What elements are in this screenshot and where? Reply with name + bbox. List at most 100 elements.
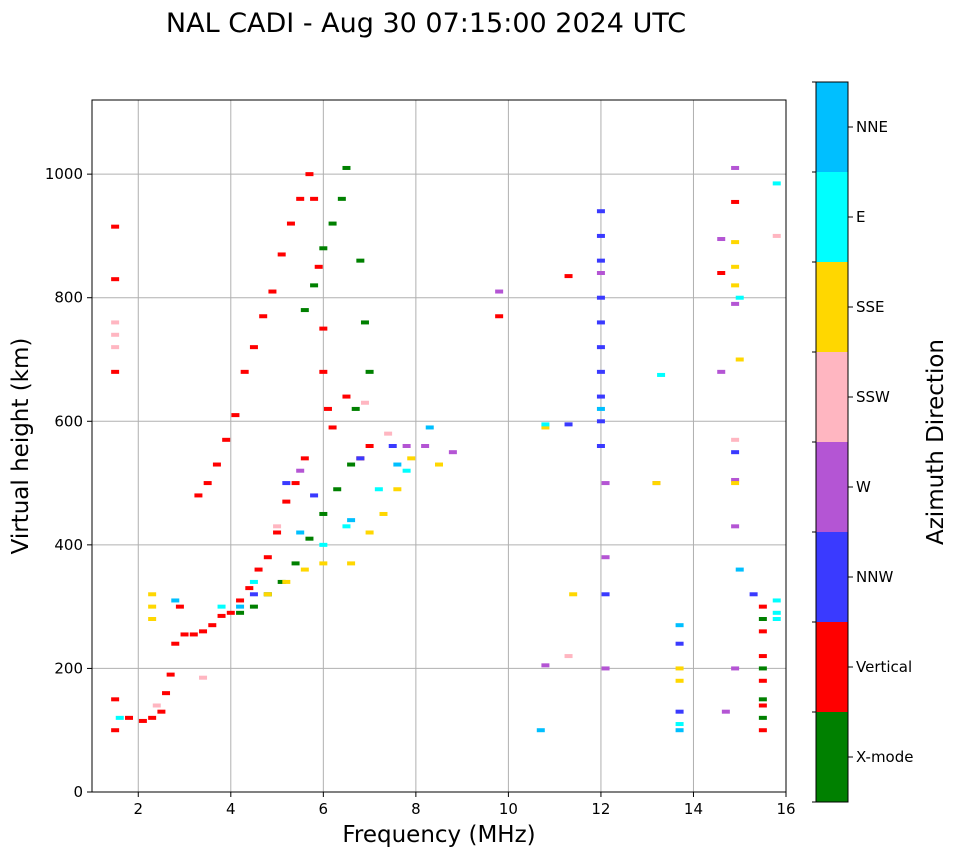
series-nne xyxy=(171,406,744,733)
data-point xyxy=(199,675,208,680)
data-point xyxy=(212,462,221,467)
data-point xyxy=(171,641,180,646)
data-point xyxy=(115,715,124,720)
colorbar-tick-label: Vertical xyxy=(856,658,912,676)
data-point xyxy=(379,511,388,516)
data-point xyxy=(319,542,328,547)
data-point xyxy=(138,718,147,723)
y-tick-label: 400 xyxy=(54,536,83,554)
data-point xyxy=(425,425,434,430)
data-point xyxy=(208,623,217,628)
y-tick-label: 800 xyxy=(54,289,83,307)
data-point xyxy=(564,654,573,659)
data-point xyxy=(541,425,550,430)
data-point xyxy=(564,422,573,427)
data-point xyxy=(268,289,277,294)
data-point xyxy=(236,598,245,603)
data-point xyxy=(347,561,356,566)
data-point xyxy=(148,592,157,597)
data-point xyxy=(226,610,235,615)
data-point xyxy=(291,561,300,566)
y-tick-label: 0 xyxy=(73,783,83,801)
data-point xyxy=(749,592,758,597)
data-point xyxy=(175,604,184,609)
data-point xyxy=(231,413,240,418)
data-point xyxy=(263,555,272,560)
data-point xyxy=(495,289,504,294)
data-point xyxy=(675,722,684,727)
y-tick-label: 600 xyxy=(54,412,83,430)
data-point xyxy=(365,444,374,448)
data-point xyxy=(203,481,212,486)
x-tick-label: 2 xyxy=(133,800,143,818)
data-point xyxy=(435,462,443,467)
colorbar-tick-label: X-mode xyxy=(856,748,913,766)
data-point xyxy=(342,394,351,399)
grid xyxy=(92,100,787,793)
data-point xyxy=(296,196,305,201)
data-point xyxy=(111,332,120,337)
data-point xyxy=(601,666,610,671)
data-point xyxy=(731,264,740,269)
data-point xyxy=(217,604,226,609)
data-point xyxy=(596,271,605,275)
data-point xyxy=(731,450,740,455)
data-point xyxy=(596,345,605,350)
data-point xyxy=(300,456,309,461)
data-point xyxy=(111,320,120,325)
colorbar-tick-label: NNE xyxy=(856,118,888,136)
data-point xyxy=(347,462,356,467)
data-point xyxy=(596,406,605,411)
data-point xyxy=(347,518,356,523)
data-point xyxy=(337,196,346,201)
data-point xyxy=(717,237,726,242)
data-point xyxy=(758,703,767,708)
data-point xyxy=(772,598,781,603)
data-point xyxy=(356,258,365,263)
colorbar-segment xyxy=(816,172,848,262)
data-point xyxy=(189,632,198,637)
data-point xyxy=(772,617,781,621)
data-point xyxy=(596,209,605,214)
data-point xyxy=(360,320,369,325)
data-point xyxy=(222,437,231,442)
plot-frame xyxy=(91,99,787,793)
data-point xyxy=(596,394,605,399)
data-point xyxy=(675,709,684,714)
data-point xyxy=(675,641,684,646)
data-point xyxy=(596,320,605,325)
x-tick-label: 12 xyxy=(591,800,610,818)
data-point xyxy=(152,703,161,708)
colorbar-frame xyxy=(815,81,849,803)
data-point xyxy=(319,561,328,566)
data-point xyxy=(731,666,740,671)
data-point xyxy=(731,481,740,486)
data-point xyxy=(277,252,286,257)
data-point xyxy=(758,697,767,702)
colorbar-segment xyxy=(816,262,848,352)
data-point xyxy=(675,678,684,683)
y-axis-ticks: 0 200 400 600 800 1000 xyxy=(45,165,92,801)
series-ssw xyxy=(111,233,781,708)
data-point xyxy=(717,369,726,374)
colorbar-tick-label: SSE xyxy=(856,298,885,316)
data-point xyxy=(596,233,605,238)
colorbar-segment xyxy=(816,622,848,712)
data-point xyxy=(421,444,430,448)
data-point xyxy=(249,345,258,350)
data-point xyxy=(249,604,258,609)
data-point xyxy=(180,632,189,637)
data-point xyxy=(319,511,328,516)
data-point xyxy=(310,493,319,498)
data-point xyxy=(735,295,744,300)
data-point xyxy=(305,172,314,177)
data-point xyxy=(236,604,245,609)
data-point xyxy=(657,372,666,377)
data-point xyxy=(601,592,610,597)
colorbar-segment xyxy=(816,352,848,442)
series-w xyxy=(296,165,740,714)
data-point xyxy=(157,709,166,714)
data-point xyxy=(111,369,120,374)
data-point xyxy=(259,314,268,319)
